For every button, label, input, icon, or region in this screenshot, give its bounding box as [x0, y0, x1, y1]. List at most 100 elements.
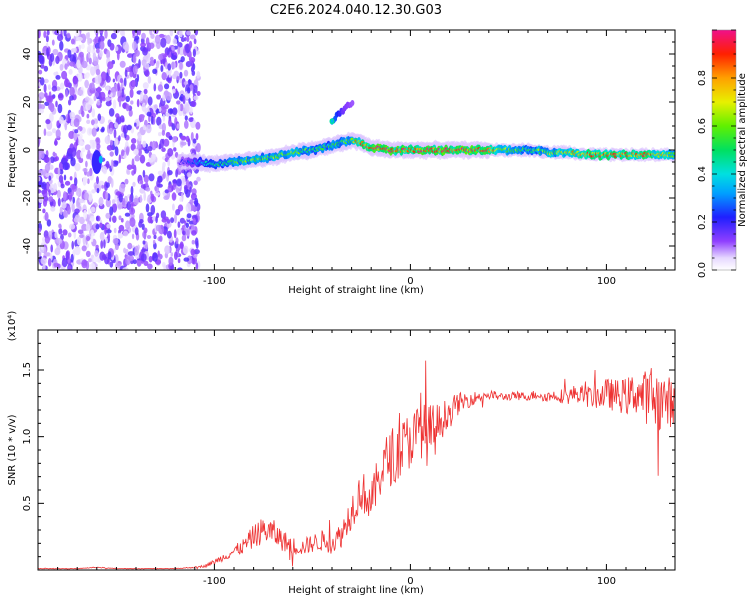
- noise-cell: [117, 232, 124, 239]
- noise-cell: [105, 198, 111, 208]
- noise-cell: [99, 50, 103, 58]
- noise-cell: [91, 233, 94, 243]
- noise-cell: [89, 139, 94, 144]
- noise-cell: [84, 96, 90, 102]
- noise-cell: [76, 188, 79, 196]
- noise-cell: [93, 95, 97, 102]
- noise-cell: [81, 245, 87, 252]
- noise-cell: [140, 180, 144, 185]
- spectrogram-image: [38, 30, 675, 270]
- noise-cell: [167, 148, 174, 157]
- noise-cell: [164, 245, 171, 255]
- noise-cell: [63, 210, 67, 218]
- noise-cell: [109, 261, 114, 268]
- noise-cell: [134, 227, 139, 236]
- noise-cell: [43, 30, 47, 38]
- noise-cell: [52, 48, 59, 56]
- noise-cell: [153, 59, 157, 64]
- noise-cell: [76, 36, 83, 42]
- noise-cell: [46, 219, 52, 227]
- noise-cell: [55, 156, 59, 162]
- noise-cell: [59, 206, 63, 216]
- noise-cell: [180, 56, 185, 63]
- snr-panel: -100 0 100 0.5 1.0 1.5 Height of straight li…: [7, 311, 676, 596]
- noise-cell: [120, 218, 124, 223]
- noise-cell: [99, 222, 103, 229]
- noise-cell: [45, 35, 49, 43]
- noise-cell: [145, 37, 150, 46]
- noise-cell: [84, 144, 91, 151]
- noise-cell: [69, 61, 76, 67]
- noise-cell: [47, 84, 51, 91]
- noise-cell: [96, 143, 101, 150]
- noise-cell: [91, 150, 102, 174]
- noise-cell: [151, 140, 157, 151]
- noise-cell: [72, 75, 78, 85]
- noise-cell: [134, 245, 139, 256]
- noise-cell: [126, 124, 132, 131]
- y-tick-label: 20: [22, 96, 33, 109]
- noise-cell: [132, 259, 137, 265]
- noise-cell: [40, 64, 45, 69]
- noise-cell: [163, 171, 166, 179]
- noise-cell: [62, 191, 67, 201]
- noise-cell: [43, 128, 47, 136]
- noise-cell: [190, 248, 196, 256]
- spectrogram-y-label: Frequency (Hz): [7, 112, 18, 188]
- noise-cell: [80, 33, 87, 44]
- noise-cell: [93, 118, 99, 125]
- noise-cell: [177, 42, 183, 48]
- noise-cell: [118, 135, 121, 142]
- noise-cell: [185, 189, 191, 198]
- noise-cell: [78, 44, 82, 50]
- colorbar-tick-label: 0.4: [697, 166, 708, 182]
- noise-cell: [166, 230, 172, 239]
- noise-cell: [185, 61, 192, 68]
- noise-cell: [69, 86, 75, 96]
- noise-cell: [191, 214, 198, 220]
- noise-cell: [125, 95, 130, 103]
- noise-cell: [51, 128, 57, 134]
- x-tick-label: 0: [407, 576, 413, 587]
- noise-cell: [171, 73, 177, 80]
- noise-cell: [99, 30, 104, 34]
- noise-cell: [87, 178, 90, 185]
- noise-cell: [87, 36, 90, 46]
- noise-cell: [97, 86, 101, 94]
- x-tick-label: 100: [597, 276, 616, 287]
- noise-cell: [95, 137, 101, 146]
- noise-cell: [111, 199, 116, 205]
- noise-cell: [175, 169, 179, 178]
- noise-cell: [55, 55, 60, 65]
- noise-cell: [145, 124, 152, 134]
- noise-cell: [120, 30, 124, 36]
- noise-cell: [46, 183, 49, 190]
- noise-cell: [161, 129, 166, 136]
- noise-cell: [134, 122, 137, 127]
- noise-cell: [104, 135, 111, 145]
- noise-cell: [46, 95, 53, 104]
- noise-cell: [103, 239, 106, 249]
- noise-cell: [139, 154, 146, 164]
- noise-cell: [108, 108, 115, 117]
- y-tick-label: 1.0: [22, 429, 33, 445]
- noise-cell: [81, 60, 88, 69]
- noise-cell: [173, 147, 177, 152]
- noise-cell: [80, 43, 85, 50]
- noise-cell: [139, 219, 144, 224]
- noise-cell: [81, 259, 88, 269]
- noise-cell: [179, 196, 183, 202]
- noise-cell: [167, 170, 173, 176]
- noise-cell: [163, 195, 170, 200]
- noise-cell: [142, 169, 146, 178]
- noise-cell: [191, 230, 197, 236]
- noise-cell: [195, 262, 199, 270]
- noise-cell: [176, 100, 181, 105]
- noise-cell: [69, 111, 76, 120]
- noise-cell: [90, 66, 96, 76]
- noise-cell: [129, 217, 136, 228]
- noise-cell: [56, 238, 63, 245]
- noise-cell: [57, 34, 64, 42]
- noise-cell: [91, 127, 97, 137]
- noise-cell: [107, 233, 111, 240]
